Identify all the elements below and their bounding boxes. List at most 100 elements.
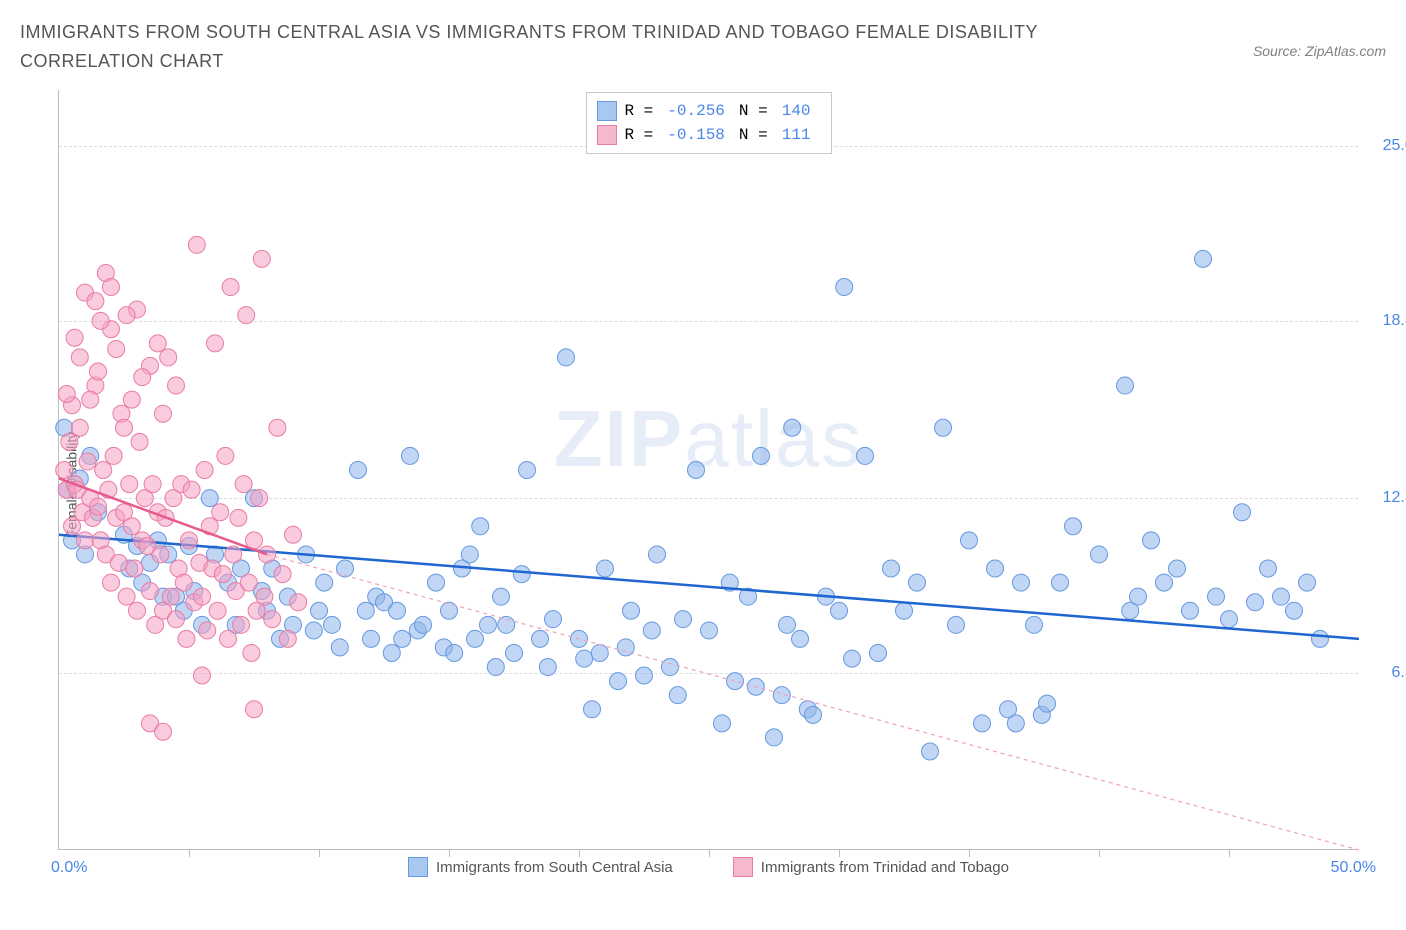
- stat-r-value: -0.158: [661, 123, 731, 147]
- scatter-point-blue: [446, 644, 463, 661]
- scatter-point-blue: [805, 706, 822, 723]
- scatter-point-blue: [649, 546, 666, 563]
- scatter-point-pink: [279, 630, 296, 647]
- scatter-point-pink: [214, 566, 231, 583]
- scatter-point-pink: [220, 630, 237, 647]
- scatter-point-pink: [58, 386, 75, 403]
- scatter-point-blue: [584, 701, 601, 718]
- scatter-point-blue: [324, 616, 341, 633]
- scatter-point-pink: [71, 419, 88, 436]
- stat-n-label: N =: [739, 99, 768, 123]
- scatter-point-pink: [196, 462, 213, 479]
- scatter-point-blue: [493, 588, 510, 605]
- scatter-point-pink: [199, 622, 216, 639]
- scatter-point-pink: [269, 419, 286, 436]
- scatter-point-pink: [235, 476, 252, 493]
- stat-n-value: 140: [776, 99, 817, 123]
- scatter-point-pink: [64, 518, 81, 535]
- stat-n-value: 111: [776, 123, 817, 147]
- legend-label: Immigrants from Trinidad and Tobago: [761, 859, 1009, 876]
- scatter-point-blue: [461, 546, 478, 563]
- y-tick-label: 25.0%: [1383, 137, 1406, 155]
- scatter-point-blue: [305, 622, 322, 639]
- scatter-point-blue: [467, 630, 484, 647]
- scatter-point-pink: [90, 498, 107, 515]
- scatter-point-blue: [389, 602, 406, 619]
- x-tick: [709, 849, 710, 857]
- scatter-point-pink: [285, 526, 302, 543]
- scatter-point-blue: [316, 574, 333, 591]
- chart-title: IMMIGRANTS FROM SOUTH CENTRAL ASIA VS IM…: [20, 18, 1120, 76]
- scatter-point-pink: [77, 532, 94, 549]
- scatter-point-blue: [357, 602, 374, 619]
- scatter-point-pink: [251, 490, 268, 507]
- scatter-point-blue: [727, 673, 744, 690]
- x-tick: [579, 849, 580, 857]
- scatter-point-blue: [415, 616, 432, 633]
- scatter-point-pink: [155, 723, 172, 740]
- stat-n-label: N =: [739, 123, 768, 147]
- scatter-point-blue: [784, 419, 801, 436]
- scatter-point-blue: [792, 630, 809, 647]
- scatter-point-blue: [870, 644, 887, 661]
- scatter-point-blue: [909, 574, 926, 591]
- scatter-point-pink: [90, 363, 107, 380]
- scatter-point-pink: [264, 611, 281, 628]
- scatter-point-blue: [558, 349, 575, 366]
- scatter-point-blue: [1007, 715, 1024, 732]
- scatter-point-blue: [591, 644, 608, 661]
- scatter-point-pink: [82, 391, 99, 408]
- scatter-point-blue: [539, 659, 556, 676]
- scatter-point-pink: [56, 462, 73, 479]
- scatter-svg: [59, 90, 1359, 850]
- scatter-point-blue: [623, 602, 640, 619]
- scatter-point-pink: [188, 236, 205, 253]
- scatter-point-pink: [131, 433, 148, 450]
- scatter-point-blue: [1026, 616, 1043, 633]
- source-label: Source: ZipAtlas.com: [1253, 18, 1386, 59]
- scatter-point-blue: [1065, 518, 1082, 535]
- scatter-point-pink: [178, 630, 195, 647]
- scatter-point-blue: [1143, 532, 1160, 549]
- scatter-point-pink: [61, 433, 78, 450]
- scatter-point-blue: [1273, 588, 1290, 605]
- scatter-point-blue: [987, 560, 1004, 577]
- scatter-point-pink: [123, 518, 140, 535]
- x-tick: [1229, 849, 1230, 857]
- scatter-point-pink: [152, 546, 169, 563]
- scatter-point-pink: [121, 476, 138, 493]
- scatter-point-blue: [948, 616, 965, 633]
- scatter-point-pink: [181, 532, 198, 549]
- scatter-point-pink: [116, 419, 133, 436]
- scatter-point-pink: [183, 481, 200, 498]
- scatter-point-blue: [1247, 594, 1264, 611]
- scatter-point-pink: [243, 644, 260, 661]
- scatter-point-pink: [222, 279, 239, 296]
- scatter-point-blue: [961, 532, 978, 549]
- scatter-point-pink: [118, 307, 135, 324]
- scatter-point-blue: [1130, 588, 1147, 605]
- scatter-point-blue: [844, 650, 861, 667]
- scatter-point-blue: [675, 611, 692, 628]
- scatter-point-blue: [487, 659, 504, 676]
- scatter-point-pink: [194, 667, 211, 684]
- scatter-point-pink: [103, 574, 120, 591]
- scatter-point-blue: [1195, 250, 1212, 267]
- plot-area: ZIPatlas R =-0.256N =140R =-0.158N =111 …: [58, 90, 1358, 850]
- scatter-point-pink: [123, 391, 140, 408]
- scatter-point-blue: [1234, 504, 1251, 521]
- stat-r-label: R =: [624, 123, 653, 147]
- stats-row: R =-0.256N =140: [596, 99, 816, 123]
- scatter-point-blue: [1013, 574, 1030, 591]
- scatter-point-pink: [144, 476, 161, 493]
- scatter-point-blue: [1312, 630, 1329, 647]
- scatter-point-blue: [1039, 695, 1056, 712]
- scatter-point-pink: [168, 611, 185, 628]
- scatter-point-pink: [212, 504, 229, 521]
- scatter-point-pink: [168, 377, 185, 394]
- scatter-point-pink: [108, 340, 125, 357]
- scatter-point-blue: [669, 687, 686, 704]
- legend-swatch: [408, 857, 428, 877]
- scatter-point-pink: [162, 588, 179, 605]
- scatter-point-pink: [129, 602, 146, 619]
